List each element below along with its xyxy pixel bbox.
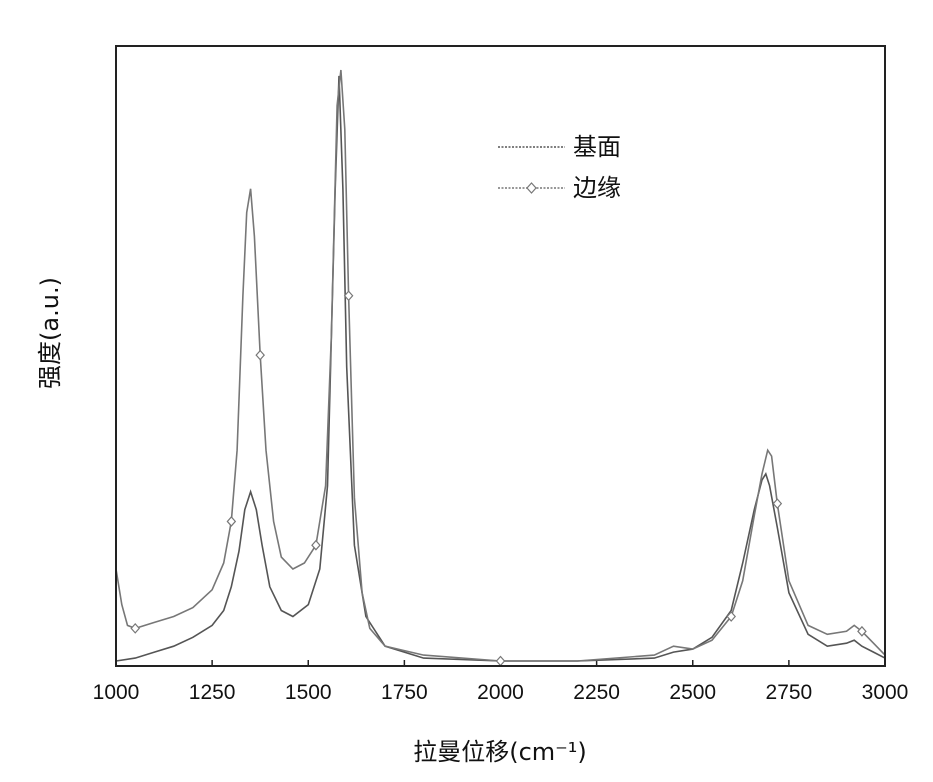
x-tick-label: 2750 bbox=[766, 681, 813, 704]
x-tick-label: 1500 bbox=[285, 681, 332, 704]
series-line-edge bbox=[116, 70, 885, 661]
x-tick-label: 2500 bbox=[669, 681, 716, 704]
x-tick-label: 1750 bbox=[381, 681, 428, 704]
x-tick-label: 2000 bbox=[477, 681, 524, 704]
y-axis-title: 强度(a.u.) bbox=[36, 277, 64, 389]
plot-frame bbox=[116, 46, 885, 666]
data-point-edge bbox=[227, 517, 235, 526]
series-layer bbox=[116, 70, 885, 666]
data-point-edge bbox=[256, 351, 264, 360]
legend: 基面 边缘 bbox=[498, 133, 621, 202]
legend-label-basal: 基面 bbox=[573, 133, 621, 161]
legend-marker-edge bbox=[527, 183, 536, 193]
x-tick-label: 1250 bbox=[189, 681, 236, 704]
data-point-edge bbox=[773, 499, 781, 508]
data-point-edge bbox=[131, 624, 139, 633]
x-tick-label: 1000 bbox=[93, 681, 140, 704]
series-line-basal bbox=[116, 76, 885, 661]
legend-label-edge: 边缘 bbox=[573, 174, 621, 202]
x-tick-label: 3000 bbox=[862, 681, 909, 704]
x-axis-title: 拉曼位移(cm⁻¹) bbox=[413, 738, 587, 766]
data-point-edge bbox=[497, 657, 505, 666]
x-tick-label: 2250 bbox=[573, 681, 620, 704]
